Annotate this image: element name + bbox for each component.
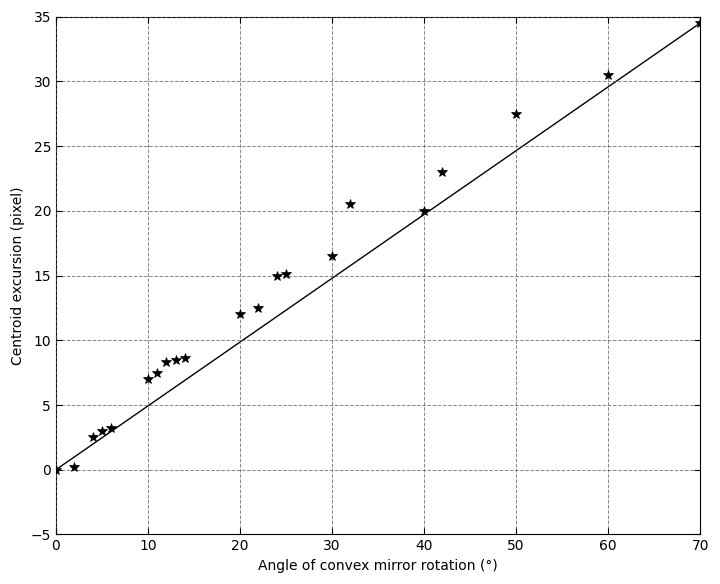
Y-axis label: Centroid excursion (pixel): Centroid excursion (pixel) (11, 186, 25, 365)
X-axis label: Angle of convex mirror rotation (°): Angle of convex mirror rotation (°) (258, 559, 498, 573)
